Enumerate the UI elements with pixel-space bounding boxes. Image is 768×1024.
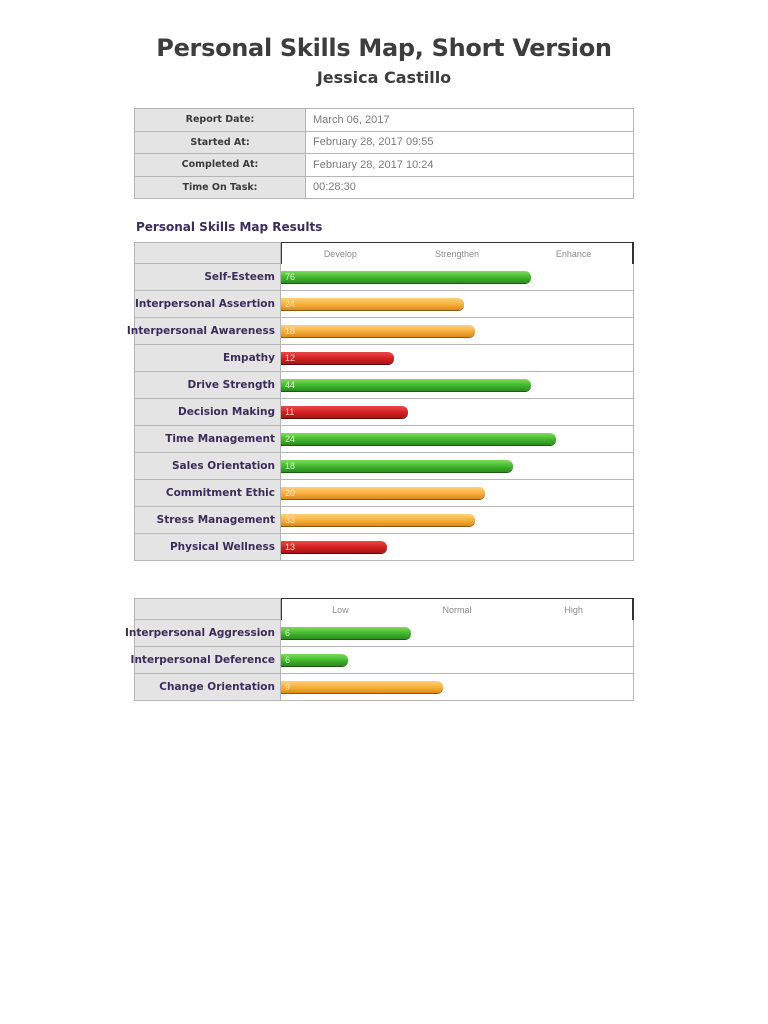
chart-row: Physical Wellness 13: [134, 534, 634, 561]
bar-track: 9: [281, 674, 634, 701]
score-bar: 9: [281, 681, 443, 693]
bar-track: 12: [281, 345, 634, 372]
bar-track: 18: [281, 453, 634, 480]
info-value: February 28, 2017 10:24: [305, 153, 634, 177]
skill-label: Decision Making: [134, 399, 281, 426]
chart-row: Interpersonal Deference 6: [131, 647, 634, 674]
info-label: Report Date:: [134, 108, 306, 132]
bar-track: 33: [281, 507, 634, 534]
info-value: March 06, 2017: [305, 108, 634, 132]
score-bar: 24: [281, 298, 465, 310]
skill-label: Interpersonal Assertion: [134, 291, 281, 318]
info-value: February 28, 2017 09:55: [305, 130, 634, 154]
person-name: Jessica Castillo: [316, 68, 452, 87]
chart-row: Interpersonal Aggression 6: [125, 620, 634, 647]
header-label-cell: [134, 598, 281, 620]
chart-row: Stress Management 33: [134, 507, 634, 534]
zone-label: Develop: [323, 248, 357, 259]
bar-track: 13: [281, 534, 634, 561]
zone-label: High: [564, 604, 583, 615]
page-title: Personal Skills Map, Short Version: [156, 34, 612, 62]
chart-row: Time Management 24: [134, 426, 634, 453]
skill-label: Self-Esteem: [134, 264, 281, 291]
score-bar: 11: [281, 406, 408, 418]
bar-track: 76: [281, 264, 634, 291]
skill-label: Commitment Ethic: [134, 480, 281, 507]
skill-label: Time Management: [134, 426, 281, 453]
report-info-table: Report Date: March 06, 2017 Started At: …: [134, 108, 634, 199]
chart-row: Interpersonal Assertion 24: [134, 291, 634, 318]
score-bar: 6: [281, 654, 348, 666]
info-value: 00:28:30: [305, 175, 634, 199]
info-label: Completed At:: [134, 153, 306, 177]
chart-row: Empathy 12: [134, 345, 634, 372]
chart-row: Sales Orientation 18: [134, 453, 634, 480]
section-title: Personal Skills Map Results: [136, 220, 323, 234]
zone-labels: Develop Strengthen Enhance: [281, 242, 634, 264]
zone-label: Low: [332, 604, 349, 615]
skills-chart: Develop Strengthen Enhance Self-Esteem 76 Int…: [127, 242, 634, 561]
score-bar: 12: [281, 352, 394, 364]
header-label-cell: [134, 242, 281, 264]
info-row-time-on-task: Time On Task: 00:28:30: [134, 175, 634, 199]
score-bar: 18: [281, 325, 475, 337]
behavior-chart: Low Normal High Interpersonal Aggression 6 In…: [125, 598, 634, 701]
chart-row: Drive Strength 44: [134, 372, 634, 399]
skill-label: Stress Management: [134, 507, 281, 534]
chart-row: Self-Esteem 76: [134, 264, 634, 291]
chart-row: Commitment Ethic 20: [134, 480, 634, 507]
skill-label: Change Orientation: [134, 674, 281, 701]
bar-track: 11: [281, 399, 634, 426]
info-row-report-date: Report Date: March 06, 2017: [134, 108, 634, 132]
bar-track: 18: [281, 318, 634, 345]
zone-label: Normal: [442, 604, 472, 615]
info-row-completed-at: Completed At: February 28, 2017 10:24: [134, 153, 634, 177]
zone-label: Strengthen: [434, 248, 480, 259]
info-row-started-at: Started At: February 28, 2017 09:55: [134, 130, 634, 154]
info-label: Time On Task:: [134, 175, 306, 199]
skill-label: Interpersonal Deference: [131, 647, 281, 674]
skill-label: Interpersonal Aggression: [125, 620, 281, 647]
bar-track: 6: [281, 647, 634, 674]
score-bar: 44: [281, 379, 531, 391]
score-bar: 6: [281, 627, 412, 639]
score-bar: 18: [281, 460, 514, 472]
score-bar: 20: [281, 487, 486, 499]
info-label: Started At:: [134, 130, 306, 154]
skill-label: Empathy: [134, 345, 281, 372]
score-bar: 13: [281, 541, 387, 553]
skill-label: Sales Orientation: [134, 453, 281, 480]
chart-row: Decision Making 11: [134, 399, 634, 426]
skill-label: Drive Strength: [134, 372, 281, 399]
chart-header-row: Low Normal High: [134, 598, 634, 620]
bar-track: 6: [281, 620, 634, 647]
bar-track: 20: [281, 480, 634, 507]
bar-track: 24: [281, 291, 634, 318]
chart-header-row: Develop Strengthen Enhance: [134, 242, 634, 264]
score-bar: 33: [281, 514, 475, 526]
score-bar: 24: [281, 433, 556, 445]
zone-label: Enhance: [555, 248, 592, 259]
score-bar: 76: [281, 271, 531, 283]
skill-label: Interpersonal Awareness: [127, 318, 281, 345]
chart-row: Change Orientation 9: [134, 674, 634, 701]
bar-track: 24: [281, 426, 634, 453]
zone-labels: Low Normal High: [281, 598, 634, 620]
skill-label: Physical Wellness: [134, 534, 281, 561]
bar-track: 44: [281, 372, 634, 399]
chart-row: Interpersonal Awareness 18: [127, 318, 634, 345]
